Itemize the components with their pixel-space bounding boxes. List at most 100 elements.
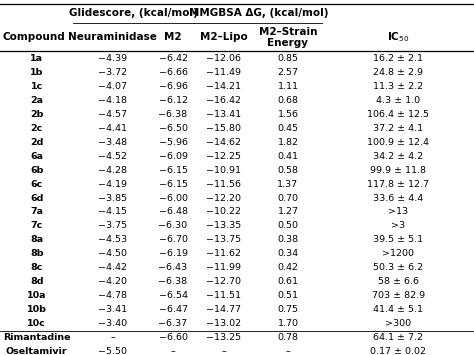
Text: 2a: 2a [30,96,43,105]
Text: −6.15: −6.15 [158,166,188,175]
Text: 6d: 6d [30,193,44,203]
Text: 6c: 6c [31,180,43,189]
Text: −4.20: −4.20 [98,277,127,286]
Text: −4.57: −4.57 [98,110,127,119]
Text: −4.28: −4.28 [98,166,127,175]
Text: −6.00: −6.00 [158,193,188,203]
Text: 11.3 ± 2.2: 11.3 ± 2.2 [373,82,423,91]
Text: −15.80: −15.80 [207,124,241,133]
Text: 0.78: 0.78 [277,333,299,342]
Text: 10a: 10a [27,291,46,300]
Text: −6.66: −6.66 [158,68,188,77]
Text: 0.38: 0.38 [277,235,299,244]
Text: 0.61: 0.61 [277,277,299,286]
Text: −6.43: −6.43 [158,263,188,272]
Text: 1.11: 1.11 [277,82,299,91]
Text: 0.70: 0.70 [277,193,299,203]
Text: Oseltamivir: Oseltamivir [6,347,68,355]
Text: 0.45: 0.45 [277,124,299,133]
Text: −11.49: −11.49 [207,68,241,77]
Text: –: – [171,347,175,355]
Text: −13.75: −13.75 [206,235,242,244]
Text: 0.75: 0.75 [277,305,299,314]
Text: 1c: 1c [31,82,43,91]
Text: 39.5 ± 5.1: 39.5 ± 5.1 [373,235,423,244]
Text: 0.51: 0.51 [277,291,299,300]
Text: 8a: 8a [30,235,43,244]
Text: 100.9 ± 12.4: 100.9 ± 12.4 [367,138,429,147]
Text: Neuraminidase: Neuraminidase [68,32,157,42]
Text: 703 ± 82.9: 703 ± 82.9 [372,291,425,300]
Text: −6.96: −6.96 [158,82,188,91]
Text: 10b: 10b [27,305,46,314]
Text: −6.09: −6.09 [158,152,188,161]
Text: 10c: 10c [27,319,46,328]
Text: −4.50: −4.50 [98,249,127,258]
Text: −4.42: −4.42 [98,263,127,272]
Text: 0.85: 0.85 [277,54,299,63]
Text: 34.2 ± 4.2: 34.2 ± 4.2 [373,152,423,161]
Text: 0.42: 0.42 [277,263,299,272]
Text: −5.96: −5.96 [158,138,188,147]
Text: 64.1 ± 7.2: 64.1 ± 7.2 [373,333,423,342]
Text: 6a: 6a [30,152,43,161]
Text: 7a: 7a [30,207,43,217]
Text: –: – [110,333,115,342]
Text: >13: >13 [388,207,408,217]
Text: −6.38: −6.38 [158,277,188,286]
Text: −6.15: −6.15 [158,180,188,189]
Text: −6.50: −6.50 [158,124,188,133]
Text: –: – [285,347,291,355]
Text: 1.82: 1.82 [277,138,299,147]
Text: Compound: Compound [2,32,65,42]
Text: −3.75: −3.75 [98,222,127,230]
Text: −12.25: −12.25 [207,152,241,161]
Text: −6.47: −6.47 [158,305,188,314]
Text: M2–Strain
Energy: M2–Strain Energy [259,27,317,48]
Text: −4.41: −4.41 [98,124,127,133]
Text: 106.4 ± 12.5: 106.4 ± 12.5 [367,110,429,119]
Text: −4.19: −4.19 [98,180,127,189]
Text: 2d: 2d [30,138,44,147]
Text: Glidescore, (kcal/mol): Glidescore, (kcal/mol) [70,8,198,18]
Text: −6.19: −6.19 [158,249,188,258]
Text: −13.25: −13.25 [206,333,242,342]
Text: −4.15: −4.15 [98,207,127,217]
Text: >300: >300 [385,319,411,328]
Text: −11.62: −11.62 [207,249,241,258]
Text: 37.2 ± 4.1: 37.2 ± 4.1 [373,124,423,133]
Text: −3.41: −3.41 [98,305,127,314]
Text: 50.3 ± 6.2: 50.3 ± 6.2 [373,263,423,272]
Text: 6b: 6b [30,166,44,175]
Text: −3.48: −3.48 [98,138,127,147]
Text: −4.39: −4.39 [98,54,127,63]
Text: 24.8 ± 2.9: 24.8 ± 2.9 [373,68,423,77]
Text: 2c: 2c [31,124,43,133]
Text: −14.21: −14.21 [207,82,241,91]
Text: −3.72: −3.72 [98,68,127,77]
Text: 4.3 ± 1.0: 4.3 ± 1.0 [376,96,420,105]
Text: 1.70: 1.70 [277,319,299,328]
Text: −6.12: −6.12 [158,96,188,105]
Text: −10.91: −10.91 [207,166,241,175]
Text: −6.37: −6.37 [158,319,188,328]
Text: −4.18: −4.18 [98,96,127,105]
Text: −14.77: −14.77 [207,305,241,314]
Text: >3: >3 [391,222,405,230]
Text: 8d: 8d [30,277,44,286]
Text: M2: M2 [164,32,182,42]
Text: −6.60: −6.60 [158,333,188,342]
Text: −13.41: −13.41 [206,110,242,119]
Text: 1.27: 1.27 [277,207,299,217]
Text: −12.06: −12.06 [207,54,241,63]
Text: −13.02: −13.02 [206,319,242,328]
Text: −14.62: −14.62 [207,138,241,147]
Text: −10.22: −10.22 [207,207,241,217]
Text: −12.20: −12.20 [207,193,241,203]
Text: 58 ± 6.6: 58 ± 6.6 [378,277,419,286]
Text: 0.34: 0.34 [277,249,299,258]
Text: −4.78: −4.78 [98,291,127,300]
Text: 117.8 ± 12.7: 117.8 ± 12.7 [367,180,429,189]
Text: MMGBSA ΔG, (kcal/mol): MMGBSA ΔG, (kcal/mol) [189,8,328,18]
Text: −12.70: −12.70 [207,277,241,286]
